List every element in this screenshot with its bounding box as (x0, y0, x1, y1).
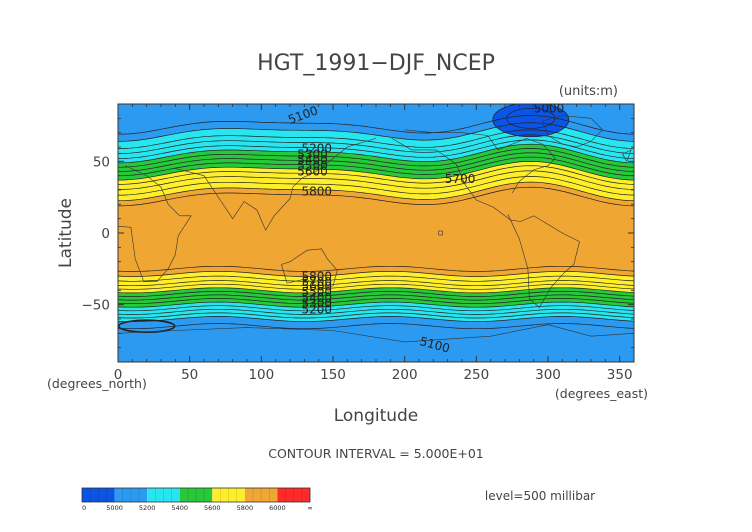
x-tick-label: 300 (535, 367, 561, 383)
x-tick-label: 250 (463, 367, 489, 383)
coastline-5 (541, 115, 603, 148)
contour-label: 5000 (534, 102, 565, 116)
contour-5600-s (118, 287, 634, 294)
y-tick-label: 0 (101, 226, 110, 242)
contour-label: 5300 (297, 148, 328, 162)
contour-5300-n (118, 134, 634, 154)
colorbar-label: ∞ (307, 504, 312, 512)
contour-5000 (492, 104, 570, 138)
contour-5500-s (118, 294, 634, 301)
contour-label: 5700 (302, 275, 333, 289)
contour-5150-s (118, 323, 634, 330)
colorbar-label: 5000 (106, 504, 123, 512)
y-tick-label: 50 (93, 154, 110, 170)
contour-5200-n (118, 122, 634, 142)
color-fill-bands (118, 104, 634, 362)
x-axis-ticks: 0 50 100 150 200 250 300 350 (114, 104, 633, 383)
coastline-0 (118, 165, 192, 282)
contour-label: 5400 (297, 153, 328, 167)
colorbar-label: 5600 (204, 504, 221, 512)
colorbar-label: 5200 (139, 504, 156, 512)
contour-label: 5300 (302, 297, 333, 311)
contour-5250-s (118, 312, 634, 319)
colorbar-swatch (82, 488, 115, 502)
contour-label: 5600 (297, 165, 328, 179)
coastline-3 (391, 138, 580, 308)
colorbar-label: 5800 (237, 504, 254, 512)
contour-5400-n (118, 143, 634, 164)
coastline-4 (404, 129, 556, 194)
y-axis-title: Latitude (56, 198, 76, 268)
colorbar-swatch (179, 488, 213, 502)
contour-5600-n (118, 161, 634, 181)
coastline-outlines (118, 115, 634, 343)
coastline-1 (175, 138, 377, 231)
colorbar-swatch (277, 488, 310, 502)
units-label: (units:m) (559, 84, 618, 99)
colorbar-swatch (147, 488, 180, 502)
contour-5250-n (118, 129, 634, 149)
y-tick-label: −50 (82, 298, 111, 314)
colorbar: 0 5000 5200 5400 5600 5800 6000 ∞ (81, 487, 313, 512)
contour-5700-s (118, 280, 634, 287)
level-label: level=500 millibar (485, 489, 595, 503)
contour-5750-n (118, 176, 634, 196)
x-tick-label: 200 (392, 367, 418, 383)
colorbar-frame (81, 487, 311, 503)
contour-label: 5400 (302, 291, 333, 305)
contour-4950 (506, 107, 556, 129)
contour-5550-n (118, 156, 634, 177)
contour-5550-s (118, 291, 634, 297)
contour-5650-s (118, 283, 634, 290)
x-tick-label: 150 (320, 367, 346, 383)
contour-5800-n (118, 181, 634, 202)
contour-5350-n (118, 139, 634, 159)
x-tick-label: 0 (114, 367, 123, 383)
coastline-6 (622, 149, 632, 162)
contour-label: 5600 (302, 279, 333, 293)
contour-5450-s (118, 298, 634, 304)
y-axis-ticks: 50 0 −50 (82, 117, 634, 349)
band-5800-6000 (118, 182, 634, 277)
contour-label: 5700 (445, 172, 476, 186)
contour-label: 5800 (302, 185, 333, 199)
coastline-7 (118, 324, 634, 343)
x-units-label: (degrees_east) (555, 386, 648, 401)
colorbar-swatch (212, 488, 245, 502)
contour-5400-s (118, 301, 634, 308)
colorbar-label: 6000 (269, 504, 286, 512)
colorbar-label: 5400 (171, 504, 188, 512)
x-axis-title: Longitude (334, 406, 419, 426)
contour-5350-s (118, 305, 634, 312)
contour-label: 5200 (302, 142, 333, 156)
x-tick-label: 50 (181, 367, 198, 383)
coastline-2 (281, 248, 338, 288)
contour-label: 5500 (302, 285, 333, 299)
chart-title: HGT_1991−DJF_NCEP (257, 51, 495, 76)
contour-5750-s (118, 275, 634, 282)
colorbar-swatch (244, 488, 278, 502)
coastline-island (438, 230, 443, 236)
contour-5850-n (118, 186, 634, 207)
colorbar-swatch (114, 488, 148, 502)
x-tick-label: 350 (607, 367, 633, 383)
contour-label: 5200 (302, 302, 333, 316)
contour-5500-n (118, 152, 634, 172)
contour-5200-s (118, 316, 634, 322)
contour-5850-s (118, 265, 634, 272)
contour-interval-label: CONTOUR INTERVAL = 5.000E+01 (268, 446, 484, 461)
x-tick-label: 100 (248, 367, 274, 383)
contour-label: 5500 (297, 159, 328, 173)
contour-lines (118, 104, 634, 333)
contour-5800-s (118, 271, 634, 277)
contour-5150-n (118, 115, 634, 135)
y-units-label: (degrees_north) (47, 376, 147, 391)
contour-5300-s (118, 308, 634, 315)
contour-5650-n (118, 165, 634, 185)
contour-5700-n (118, 170, 634, 190)
contour-label: 5800 (302, 269, 333, 283)
colorbar-label: 0 (82, 504, 86, 512)
